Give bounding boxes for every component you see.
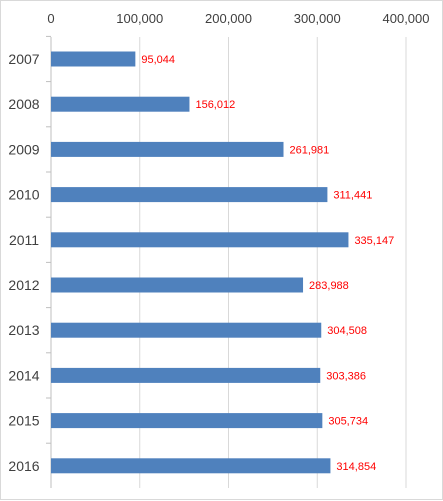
x-tick-label: 100,000 (116, 11, 163, 26)
category-label: 2012 (8, 277, 39, 293)
data-label: 303,386 (326, 370, 366, 382)
bar (51, 413, 323, 429)
category-label: 2015 (8, 413, 39, 429)
data-label: 261,981 (290, 144, 330, 156)
data-label: 311,441 (333, 190, 372, 202)
x-tick-label: 0 (47, 11, 54, 26)
data-label: 335,147 (354, 235, 394, 247)
bar (51, 277, 304, 293)
x-tick-label: 400,000 (383, 11, 430, 26)
category-label: 2013 (8, 322, 39, 338)
bar (51, 96, 190, 112)
bar (51, 232, 349, 248)
category-label: 2011 (9, 232, 39, 248)
category-label: 2016 (8, 458, 39, 474)
category-label: 2010 (8, 187, 39, 203)
data-label: 95,044 (141, 54, 175, 66)
data-label: 156,012 (195, 99, 235, 111)
data-label: 305,734 (328, 416, 368, 428)
bar (51, 322, 322, 338)
bar (51, 458, 331, 474)
category-label: 2009 (8, 141, 39, 157)
x-tick-label: 200,000 (205, 11, 252, 26)
category-label: 2007 (8, 51, 39, 67)
bar (51, 187, 328, 203)
bar (51, 141, 284, 157)
x-tick-label: 300,000 (294, 11, 341, 26)
data-label: 304,508 (327, 325, 367, 337)
bar (51, 51, 136, 67)
data-label: 283,988 (309, 280, 349, 292)
data-label: 314,854 (336, 461, 376, 473)
category-label: 2008 (8, 96, 39, 112)
category-label: 2014 (8, 367, 39, 383)
bar (51, 367, 321, 383)
